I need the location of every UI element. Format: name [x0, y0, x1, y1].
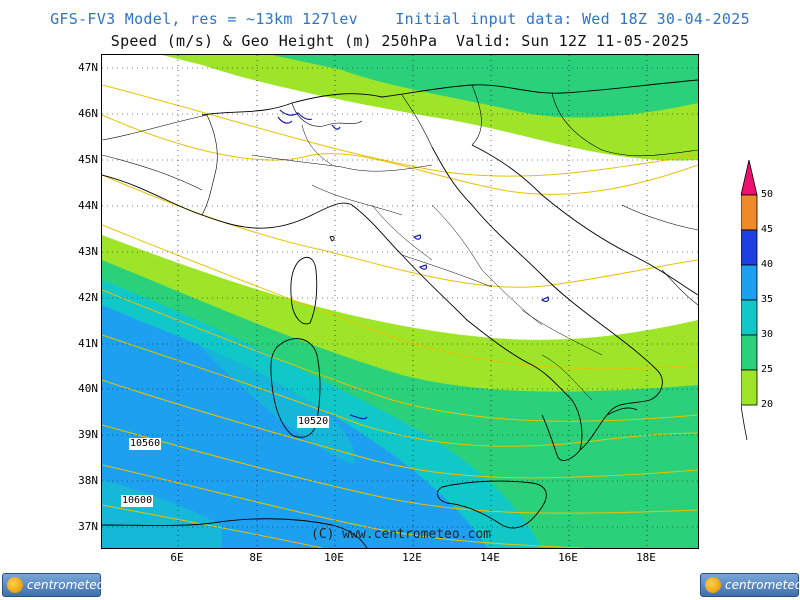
colorbar-swatch	[741, 334, 758, 371]
lat-label: 38N	[78, 474, 98, 487]
coastlines	[102, 79, 698, 548]
colorbar-arrow-top	[741, 160, 758, 196]
centrometeo-logo-right[interactable]: centrometeo	[700, 573, 800, 597]
wind-speed-map	[102, 55, 698, 548]
lat-label: 44N	[78, 199, 98, 212]
lon-label: 18E	[636, 551, 656, 564]
lon-label: 16E	[558, 551, 578, 564]
colorbar-label: 35	[761, 294, 774, 305]
lon-label: 6E	[170, 551, 184, 564]
colorbar-arrow-bottom	[741, 404, 748, 440]
logo-text: centrometeo	[27, 578, 105, 592]
colorbar-label: 45	[761, 224, 774, 235]
colorbar-label: 25	[761, 364, 774, 375]
logo-text: centrometeo	[725, 578, 800, 592]
centrometeo-logo-left[interactable]: centrometeo	[2, 573, 105, 597]
sun-icon	[705, 577, 721, 593]
graticule	[102, 55, 698, 548]
lat-label: 43N	[78, 245, 98, 258]
speed-colorbar	[741, 160, 758, 440]
lat-label: 41N	[78, 337, 98, 350]
lat-label: 39N	[78, 428, 98, 441]
colorbar-swatch	[741, 194, 758, 231]
colorbar-label: 20	[761, 399, 774, 410]
contour-label: 10600	[121, 495, 154, 507]
copyright-notice: (C) www.centrometeo.com	[311, 527, 492, 542]
map-panel	[101, 54, 699, 549]
height-contours	[102, 84, 698, 548]
lon-label: 14E	[480, 551, 500, 564]
lakes	[277, 109, 550, 420]
lat-label: 45N	[78, 153, 98, 166]
lon-label: 12E	[402, 551, 422, 564]
lat-label: 37N	[78, 520, 98, 533]
colorbar-label: 40	[761, 259, 774, 270]
field-title: Speed (m/s) & Geo Height (m) 250hPa Vali…	[110, 32, 690, 50]
sun-icon	[7, 577, 23, 593]
colorbar-swatch	[741, 229, 758, 266]
lon-label: 10E	[324, 551, 344, 564]
wind-band-south-blue-core	[192, 335, 355, 465]
wind-band-north-teal	[272, 55, 698, 118]
lat-label: 46N	[78, 107, 98, 120]
colorbar-label: 30	[761, 329, 774, 340]
borders	[102, 84, 698, 306]
contour-label: 10520	[297, 416, 330, 428]
colorbar-label: 50	[761, 189, 774, 200]
lon-label: 8E	[249, 551, 263, 564]
lat-label: 40N	[78, 382, 98, 395]
lat-label: 42N	[78, 291, 98, 304]
colorbar-swatch	[741, 264, 758, 301]
colorbar-swatch	[741, 299, 758, 336]
contour-label: 10560	[129, 438, 162, 450]
lat-label: 47N	[78, 61, 98, 74]
colorbar-swatch	[741, 369, 758, 406]
model-title: GFS-FV3 Model, res = ~13km 127lev Initia…	[50, 10, 750, 28]
